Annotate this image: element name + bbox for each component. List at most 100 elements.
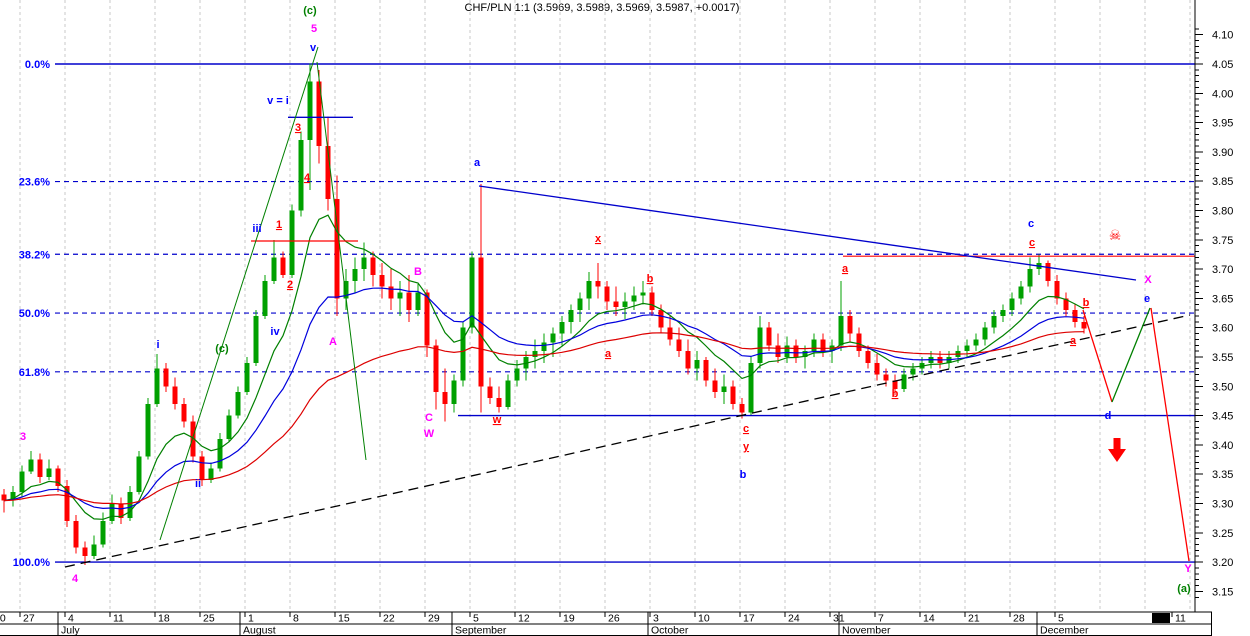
wave-label: c bbox=[1029, 237, 1035, 249]
price-tick-label: 3.80 bbox=[1212, 206, 1233, 218]
candle-body bbox=[415, 292, 421, 311]
candle-body bbox=[1063, 298, 1069, 311]
long-term-trendline bbox=[64, 314, 1191, 568]
day-tick-label: 8 bbox=[293, 613, 299, 625]
candle-body bbox=[262, 280, 268, 316]
candle-body bbox=[856, 333, 862, 352]
candle-body bbox=[190, 421, 196, 457]
fib-label: 38.2% bbox=[19, 249, 50, 261]
candle-body bbox=[973, 339, 979, 346]
day-tick-label: 11 bbox=[113, 613, 124, 625]
candle-body bbox=[586, 280, 592, 299]
candle-body bbox=[10, 491, 16, 501]
candle-body bbox=[1027, 269, 1033, 287]
candle-body bbox=[577, 298, 583, 311]
candle-body bbox=[442, 392, 448, 404]
month-label: September bbox=[455, 625, 507, 636]
wave-label: 3 bbox=[20, 431, 26, 443]
wave-label: d bbox=[1105, 410, 1112, 422]
candle-body bbox=[55, 468, 61, 486]
candle-body bbox=[370, 257, 376, 275]
candle-body bbox=[901, 374, 907, 390]
candles bbox=[1, 63, 1087, 566]
fib-label: 61.8% bbox=[19, 367, 50, 379]
candle-body bbox=[982, 327, 988, 340]
candle-body bbox=[1000, 310, 1006, 316]
day-tick-label: 24 bbox=[788, 613, 800, 625]
wave-label: c bbox=[743, 423, 749, 435]
wave-label: 4 bbox=[72, 573, 79, 585]
candle-body bbox=[1018, 286, 1024, 299]
month-label: October bbox=[651, 625, 689, 636]
candle-body bbox=[298, 140, 304, 211]
projection-down-d bbox=[1082, 309, 1113, 403]
candle-body bbox=[91, 544, 97, 557]
price-tick-label: 3.40 bbox=[1212, 440, 1233, 452]
candle-body bbox=[739, 403, 745, 413]
horizontal-lines bbox=[251, 116, 1195, 417]
candle-body bbox=[622, 301, 628, 308]
day-tick-label: 1 bbox=[248, 613, 254, 625]
green-channel-down bbox=[316, 61, 367, 461]
wave-label: B bbox=[414, 266, 422, 278]
candle-body bbox=[631, 295, 637, 302]
candle-body bbox=[181, 403, 187, 422]
candle-body bbox=[514, 368, 520, 381]
day-tick-label: 18 bbox=[158, 613, 170, 625]
candle-body bbox=[1009, 298, 1015, 311]
trendlines bbox=[64, 46, 1191, 568]
wave-label: Y bbox=[1184, 563, 1192, 575]
wave-label: 5 bbox=[311, 23, 317, 35]
candle-body bbox=[847, 315, 853, 334]
fibonacci-levels: 0.0% 23.6% 38.2% 50.0% 61.8% 100.0% bbox=[13, 59, 1195, 569]
candle-body bbox=[604, 286, 610, 302]
candle-body bbox=[343, 280, 349, 299]
day-tick-label: 25 bbox=[203, 613, 215, 625]
price-tick-label: 3.15 bbox=[1212, 586, 1233, 598]
day-tick-label: 22 bbox=[383, 613, 395, 625]
candle-body bbox=[793, 345, 799, 357]
candle-body bbox=[991, 315, 997, 328]
candle-body bbox=[28, 459, 34, 472]
wave-label: iii bbox=[252, 223, 261, 235]
day-tick-label: 7 bbox=[878, 613, 884, 625]
price-tick-label: 3.60 bbox=[1212, 323, 1233, 335]
price-tick-label: 3.85 bbox=[1212, 176, 1233, 188]
candle-body bbox=[1054, 280, 1060, 299]
candle-body bbox=[73, 521, 79, 548]
candle-body bbox=[46, 468, 52, 478]
candle-body bbox=[217, 439, 223, 469]
day-tick-label: 26 bbox=[608, 613, 620, 625]
fib-label: 100.0% bbox=[13, 557, 51, 569]
wave-label: (a) bbox=[1177, 583, 1191, 595]
candle-body bbox=[451, 380, 457, 404]
wave-label: (c) bbox=[215, 343, 229, 355]
wave-label: C bbox=[425, 412, 433, 424]
symbols: ☠ bbox=[1108, 227, 1126, 462]
candle-body bbox=[865, 351, 871, 363]
month-label: August bbox=[243, 625, 276, 636]
price-tick-label: 3.70 bbox=[1212, 264, 1233, 276]
candle-body bbox=[469, 257, 475, 328]
day-tick-label: 11 bbox=[1175, 613, 1186, 625]
day-tick-label: 17 bbox=[743, 613, 755, 625]
candle-body bbox=[964, 345, 970, 352]
ma-mid-line bbox=[3, 287, 1085, 510]
wave-label: 2 bbox=[287, 279, 293, 291]
candle-body bbox=[433, 345, 439, 393]
chart-title: CHF/PLN 1:1 (3.5969, 3.5989, 3.5969, 3.5… bbox=[465, 2, 740, 14]
price-tick-label: 3.35 bbox=[1212, 469, 1233, 481]
price-tick-label: 4.10 bbox=[1212, 30, 1233, 42]
candle-body bbox=[748, 362, 754, 413]
candle-body bbox=[316, 81, 322, 147]
candle-body bbox=[109, 503, 115, 522]
candle-body bbox=[136, 456, 142, 492]
candle-body bbox=[64, 485, 70, 522]
candle-body bbox=[424, 292, 430, 346]
candle-body bbox=[766, 327, 772, 346]
candle-body bbox=[505, 380, 511, 407]
wave-label: x bbox=[595, 233, 602, 245]
wave-label: v = i bbox=[267, 95, 289, 107]
wave-label: b bbox=[647, 273, 654, 285]
